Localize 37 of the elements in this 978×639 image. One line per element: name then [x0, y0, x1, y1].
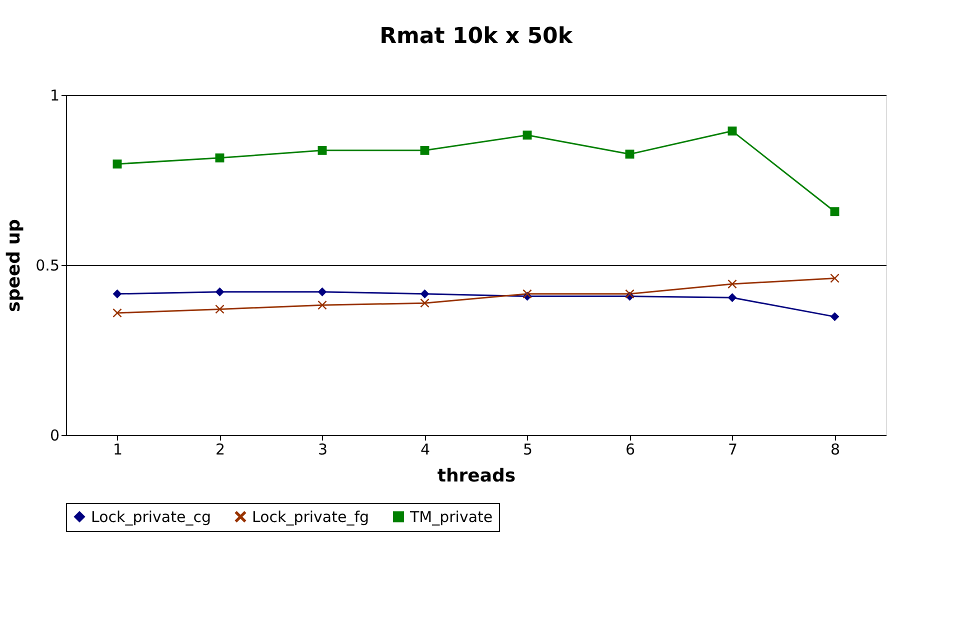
point: [215, 153, 224, 162]
point: [215, 287, 224, 296]
y-tick-label: 0: [50, 426, 60, 444]
y-tick-label: 1: [50, 86, 60, 104]
point: [522, 289, 532, 298]
point: [420, 289, 430, 298]
point: [522, 130, 532, 140]
x-tick-label: 7: [728, 440, 738, 458]
point: [112, 289, 122, 298]
x-tick-label: 6: [625, 440, 636, 458]
chart-title: Rmat 10k x 50k: [380, 24, 574, 49]
point: [112, 160, 122, 168]
legend-label: Lock_private_fg: [252, 508, 370, 526]
point: [830, 312, 840, 322]
point: [728, 126, 737, 136]
x-tick-label: 2: [215, 440, 226, 458]
x-axis-title: threads: [437, 466, 516, 486]
x-tick-label: 8: [830, 440, 840, 458]
x-tick-label: 3: [318, 440, 328, 458]
point: [830, 207, 840, 216]
x-tick-label: 4: [420, 440, 430, 458]
point: [318, 146, 327, 155]
legend-label: TM_private: [409, 508, 493, 526]
point: [728, 280, 737, 289]
point: [318, 287, 327, 296]
legend-label: Lock_private_cg: [91, 508, 212, 526]
point: [420, 298, 430, 308]
x-tick-label: 5: [522, 440, 533, 458]
point: [625, 289, 634, 298]
y-tick-label: 0.5: [36, 256, 60, 274]
point: [420, 146, 430, 155]
point: [728, 293, 737, 302]
point: [625, 150, 634, 159]
point: [112, 308, 122, 318]
point: [318, 300, 327, 310]
y-axis-title: speed up: [4, 218, 25, 312]
x-tick-label: 1: [112, 440, 123, 458]
